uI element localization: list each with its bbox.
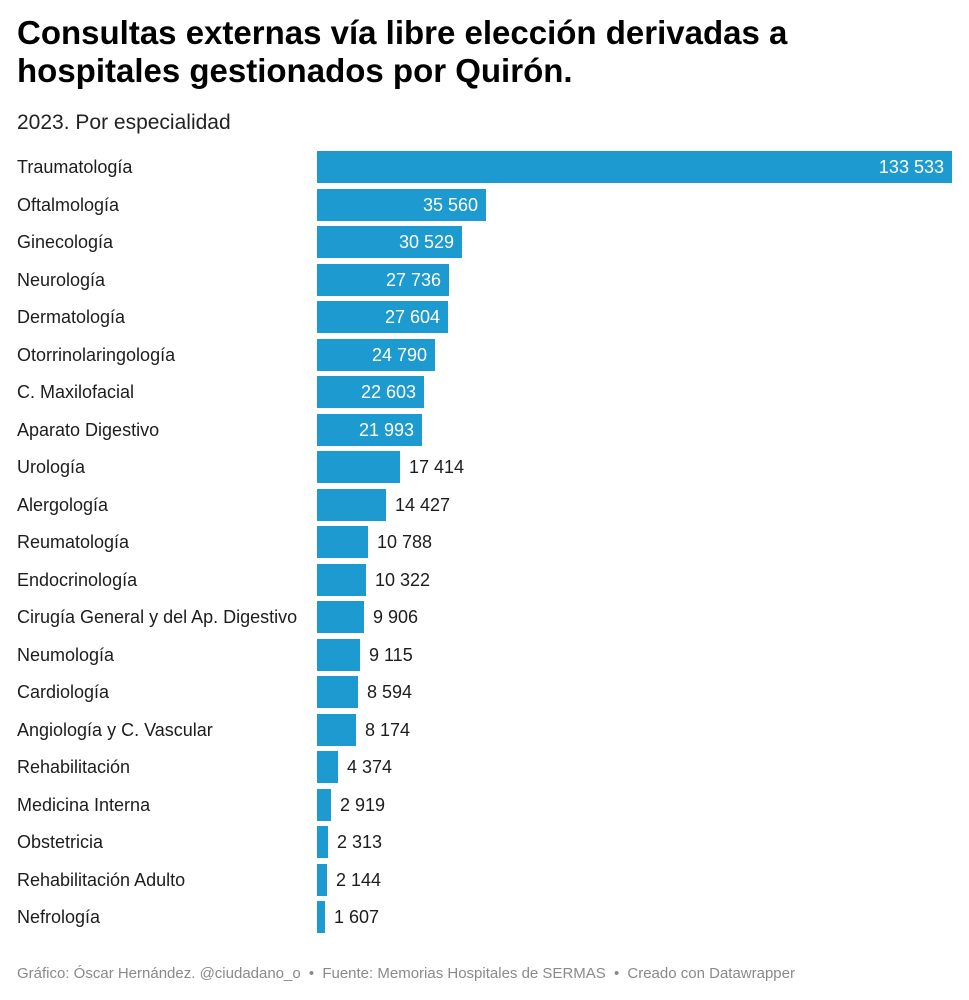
category-label: Rehabilitación <box>17 757 131 777</box>
bar <box>317 676 358 708</box>
bar <box>317 301 448 333</box>
chart-title: Consultas externas vía libre elección de… <box>17 14 788 89</box>
bar <box>317 451 400 483</box>
category-label: Angiología y C. Vascular <box>17 720 213 740</box>
bar-row: Ginecología 30 529 <box>0 226 969 258</box>
category-label: Obstetricia <box>17 832 104 852</box>
value-label: 1 607 <box>334 907 380 927</box>
value-label: 8 174 <box>365 720 411 740</box>
value-label: 35 560 <box>422 195 478 215</box>
bar <box>317 714 356 746</box>
value-label: 9 906 <box>373 607 419 627</box>
bar <box>317 826 328 858</box>
bar <box>317 151 952 183</box>
category-label: Cardiología <box>17 682 110 702</box>
category-label: Endocrinología <box>17 570 138 590</box>
bar-chart: Traumatología 133 533 Oftalmología 35 560 Gi… <box>0 148 969 938</box>
category-label: C. Maxilofacial <box>17 382 135 402</box>
bar <box>317 564 366 596</box>
category-label: Urología <box>17 457 86 477</box>
bar <box>317 901 325 933</box>
category-label: Medicina Interna <box>17 795 151 815</box>
bar-row: Neumología 9 115 <box>0 639 969 671</box>
value-label: 10 322 <box>375 570 431 590</box>
category-label: Nefrología <box>17 907 101 927</box>
value-label: 2 313 <box>337 832 383 852</box>
chart-footer: Gráfico: Óscar Hernández. @ciudadano_o •… <box>17 964 795 984</box>
bar <box>317 339 435 371</box>
bar <box>317 226 462 258</box>
bar-row: Reumatología 10 788 <box>0 526 969 558</box>
bar-row: Rehabilitación Adulto 2 144 <box>0 864 969 896</box>
category-label: Otorrinolaringología <box>17 345 176 365</box>
value-label: 24 790 <box>371 345 427 365</box>
value-label: 27 604 <box>384 307 440 327</box>
category-label: Neurología <box>17 270 106 290</box>
value-label: 27 736 <box>385 270 441 290</box>
bar <box>317 864 327 896</box>
footer-separator: • <box>308 965 315 982</box>
category-label: Neumología <box>17 645 115 665</box>
bar-row: Cirugía General y del Ap. Digestivo 9 906 <box>0 601 969 633</box>
chart-subtitle: 2023. Por especialidad <box>17 111 231 134</box>
value-label: 4 374 <box>347 757 393 777</box>
value-label: 2 919 <box>340 795 386 815</box>
bar-row: Cardiología 8 594 <box>0 676 969 708</box>
value-label: 22 603 <box>360 382 416 402</box>
footer-tool: Creado con Datawrapper <box>627 965 795 982</box>
bar <box>317 414 422 446</box>
value-label: 133 533 <box>878 157 944 177</box>
bar-row: Dermatología 27 604 <box>0 301 969 333</box>
value-label: 9 115 <box>369 645 413 665</box>
bar-row: Endocrinología 10 322 <box>0 564 969 596</box>
bar <box>317 751 338 783</box>
value-label: 17 414 <box>409 457 465 477</box>
bar-row: Traumatología 133 533 <box>0 151 969 183</box>
bar <box>317 601 364 633</box>
value-label: 14 427 <box>395 495 451 515</box>
bar-row: Otorrinolaringología 24 790 <box>0 339 969 371</box>
value-label: 30 529 <box>398 232 454 252</box>
footer-separator: • <box>613 965 620 982</box>
category-label: Traumatología <box>17 157 133 177</box>
bar <box>317 264 449 296</box>
bar-row: Medicina Interna 2 919 <box>0 789 969 821</box>
category-label: Dermatología <box>17 307 126 327</box>
bar-row: Neurología 27 736 <box>0 264 969 296</box>
category-label: Reumatología <box>17 532 130 552</box>
bar <box>317 376 424 408</box>
value-label: 2 144 <box>336 870 382 890</box>
category-label: Aparato Digestivo <box>17 420 160 440</box>
category-label: Cirugía General y del Ap. Digestivo <box>17 607 298 627</box>
footer-credit: Gráfico: Óscar Hernández. @ciudadano_o <box>17 965 301 982</box>
bar-row: Obstetricia 2 313 <box>0 826 969 858</box>
bar-row: Aparato Digestivo 21 993 <box>0 414 969 446</box>
footer-source: Fuente: Memorias Hospitales de SERMAS <box>322 965 606 982</box>
bar-row: Nefrología 1 607 <box>0 901 969 933</box>
value-label: 10 788 <box>377 532 433 552</box>
category-label: Oftalmología <box>17 195 120 215</box>
bar <box>317 489 386 521</box>
category-label: Rehabilitación Adulto <box>17 870 186 890</box>
bar-row: Rehabilitación 4 374 <box>0 751 969 783</box>
category-label: Ginecología <box>17 232 114 252</box>
bar-row: C. Maxilofacial 22 603 <box>0 376 969 408</box>
bar-row: Urología 17 414 <box>0 451 969 483</box>
bar-row: Oftalmología 35 560 <box>0 189 969 221</box>
bar <box>317 189 486 221</box>
value-label: 8 594 <box>367 682 413 702</box>
bar <box>317 789 331 821</box>
bar-row: Alergología 14 427 <box>0 489 969 521</box>
bar <box>317 639 360 671</box>
value-label: 21 993 <box>358 420 414 440</box>
bar <box>317 526 368 558</box>
bar-row: Angiología y C. Vascular 8 174 <box>0 714 969 746</box>
category-label: Alergología <box>17 495 109 515</box>
